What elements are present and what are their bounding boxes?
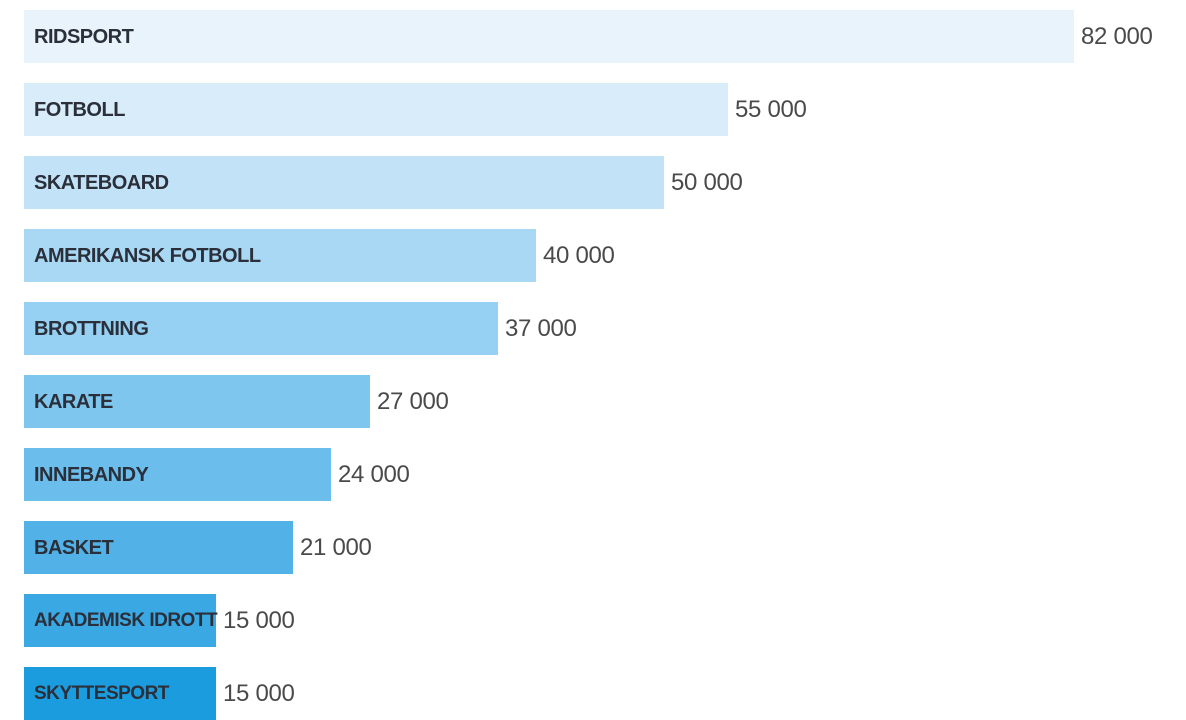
bar-category-label: AMERIKANSK FOTBOLL (34, 244, 261, 267)
bar-value-label: 37 000 (505, 314, 577, 342)
bar-row: BROTTNING 37 000 (24, 302, 638, 355)
bar-value-label: 15 000 (223, 679, 295, 707)
bar-value-label: 40 000 (543, 241, 615, 269)
bar-row: INNEBANDY 24 000 (24, 448, 471, 501)
bar-category-label: INNEBANDY (34, 463, 149, 486)
bar (24, 302, 498, 355)
bar-row: AKADEMISK IDROTT 15 000 (24, 594, 356, 647)
bar-category-label: SKYTTESPORT (34, 682, 169, 704)
bar (24, 667, 216, 720)
bar (24, 521, 293, 574)
bar (24, 375, 370, 428)
bar (24, 229, 536, 282)
bar-value-label: 82 000 (1081, 22, 1153, 50)
bar-row: FOTBOLL 55 000 (24, 83, 868, 136)
bar-row: SKATEBOARD 50 000 (24, 156, 804, 209)
bar (24, 448, 331, 501)
bar-category-label: AKADEMISK IDROTT (34, 609, 218, 631)
bar-value-label: 55 000 (735, 95, 807, 123)
bar-value-label: 15 000 (223, 606, 295, 634)
bar-category-label: FOTBOLL (34, 98, 125, 121)
bar-category-label: BROTTNING (34, 317, 149, 340)
bar-value-label: 24 000 (338, 460, 410, 488)
bar (24, 594, 216, 647)
bar (24, 83, 728, 136)
bar-value-label: 21 000 (300, 533, 372, 561)
bar-value-label: 27 000 (377, 387, 449, 415)
bar-row: SKYTTESPORT 15 000 (24, 667, 356, 720)
bar (24, 156, 664, 209)
bar (24, 10, 1074, 63)
bar-category-label: BASKET (34, 536, 114, 559)
bar-row: KARATE 27 000 (24, 375, 510, 428)
bar-category-label: SKATEBOARD (34, 171, 169, 194)
bar-category-label: KARATE (34, 390, 113, 413)
bar-category-label: RIDSPORT (34, 25, 134, 48)
bar-row: RIDSPORT 82 000 (24, 10, 1186, 63)
bar-row: AMERIKANSK FOTBOLL 40 000 (24, 229, 676, 282)
bar-row: BASKET 21 000 (24, 521, 433, 574)
bar-value-label: 50 000 (671, 168, 743, 196)
